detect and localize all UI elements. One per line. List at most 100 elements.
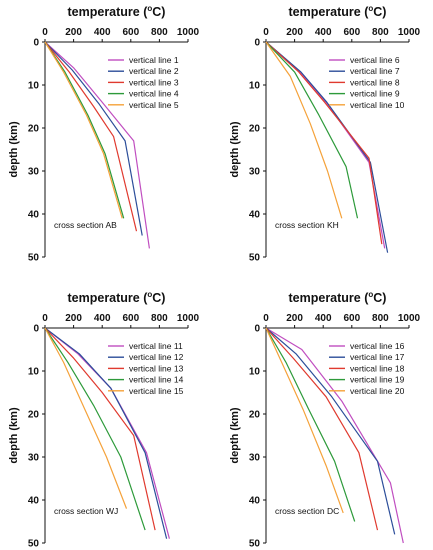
legend-label: vertical line 11 — [129, 341, 183, 351]
x-tick-label: 0 — [42, 313, 48, 324]
x-tick-label: 400 — [94, 313, 111, 324]
series-line-3 — [265, 327, 379, 531]
legend-label: vertical line 19 — [350, 375, 405, 385]
y-axis-title: depth (km) — [8, 407, 20, 464]
cross-section-label: cross section AB — [54, 220, 117, 230]
y-tick-label: 20 — [249, 410, 261, 421]
legend-label: vertical line 8 — [350, 77, 400, 87]
y-axis-title: depth (km) — [229, 407, 241, 464]
x-tick-label: 800 — [151, 313, 168, 324]
series-line-3 — [44, 41, 138, 232]
y-tick-label: 20 — [28, 410, 40, 421]
x-axis-title: temperature (oC) — [68, 4, 166, 19]
y-tick-label: 0 — [254, 324, 260, 335]
x-tick-label: 800 — [372, 27, 389, 38]
cross-section-label: cross section WJ — [54, 506, 118, 516]
legend-label: vertical line 2 — [129, 66, 179, 76]
series-line-5 — [44, 327, 128, 509]
series-line-4 — [44, 327, 146, 531]
legend-label: vertical line 15 — [129, 386, 184, 396]
y-tick-label: 30 — [28, 453, 40, 464]
x-tick-label: 600 — [122, 27, 139, 38]
y-tick-label: 30 — [28, 167, 40, 178]
y-tick-label: 40 — [249, 210, 261, 221]
panel-4: temperature (oC) 0 200 400 600 800 1000 0 10 20 30… — [229, 290, 421, 550]
y-axis-title: depth (km) — [8, 121, 20, 178]
x-axis-title: temperature (oC) — [68, 290, 166, 305]
x-tick-label: 400 — [94, 27, 111, 38]
legend-label: vertical line 18 — [350, 363, 405, 373]
y-tick-label: 30 — [249, 453, 261, 464]
series-line-2 — [44, 327, 168, 539]
series-line-4 — [265, 41, 359, 219]
y-tick-label: 10 — [249, 367, 261, 378]
legend-label: vertical line 6 — [350, 55, 400, 65]
x-tick-label: 400 — [315, 27, 332, 38]
y-tick-label: 30 — [249, 167, 261, 178]
x-tick-label: 600 — [122, 313, 139, 324]
x-tick-label: 800 — [372, 313, 389, 324]
series-line-1 — [44, 41, 150, 249]
legend-label: vertical line 4 — [129, 89, 179, 99]
panel-3: temperature (oC) 0 200 400 600 800 1000 0 10 20 30… — [8, 290, 200, 550]
y-tick-label: 40 — [28, 496, 40, 507]
y-tick-label: 0 — [33, 324, 39, 335]
series-line-1 — [265, 327, 404, 544]
x-tick-label: 600 — [343, 313, 360, 324]
legend-label: vertical line 20 — [350, 386, 405, 396]
x-tick-label: 1000 — [398, 27, 421, 38]
y-tick-label: 20 — [28, 124, 40, 135]
y-tick-label: 40 — [249, 496, 261, 507]
legend-label: vertical line 10 — [350, 100, 405, 110]
series-line-3 — [44, 327, 156, 531]
legend-label: vertical line 1 — [129, 55, 179, 65]
legend-label: vertical line 3 — [129, 77, 179, 87]
legend-label: vertical line 7 — [350, 66, 400, 76]
series-line-2 — [265, 327, 396, 535]
series-line-2 — [44, 41, 143, 236]
cross-section-label: cross section KH — [275, 220, 339, 230]
series-line-5 — [265, 327, 344, 514]
y-tick-label: 10 — [249, 81, 261, 92]
x-tick-label: 200 — [65, 313, 82, 324]
y-tick-label: 50 — [249, 539, 261, 550]
x-tick-label: 1000 — [177, 27, 200, 38]
series-line-4 — [265, 327, 356, 522]
x-tick-label: 1000 — [398, 313, 421, 324]
panel-2: temperature (oC) 0 200 400 600 800 1000 0 10 20 30… — [229, 4, 421, 264]
y-tick-label: 40 — [28, 210, 40, 221]
x-tick-label: 800 — [151, 27, 168, 38]
y-tick-label: 20 — [249, 124, 261, 135]
series-line-5 — [265, 41, 343, 219]
y-tick-label: 50 — [28, 539, 40, 550]
y-tick-label: 50 — [249, 253, 261, 264]
series-line-3 — [265, 41, 383, 245]
y-tick-label: 10 — [28, 367, 40, 378]
x-tick-label: 0 — [263, 313, 269, 324]
legend-label: vertical line 17 — [350, 352, 405, 362]
x-tick-label: 200 — [286, 313, 303, 324]
panel-1: temperature (oC) 0 200 400 600 800 1000 0 10 20 30… — [8, 4, 200, 264]
x-tick-label: 1000 — [177, 313, 200, 324]
y-tick-label: 0 — [33, 38, 39, 49]
x-tick-label: 0 — [42, 27, 48, 38]
cross-section-label: cross section DC — [275, 506, 339, 516]
series-line-2 — [265, 41, 389, 253]
legend-label: vertical line 16 — [350, 341, 405, 351]
x-tick-label: 200 — [286, 27, 303, 38]
y-tick-label: 0 — [254, 38, 260, 49]
x-axis-title: temperature (oC) — [289, 4, 387, 19]
x-tick-label: 0 — [263, 27, 269, 38]
legend-label: vertical line 13 — [129, 363, 184, 373]
legend-label: vertical line 14 — [129, 375, 184, 385]
series-line-4 — [44, 41, 125, 219]
legend-label: vertical line 5 — [129, 100, 179, 110]
x-tick-label: 400 — [315, 313, 332, 324]
y-tick-label: 50 — [28, 253, 40, 264]
x-tick-label: 200 — [65, 27, 82, 38]
